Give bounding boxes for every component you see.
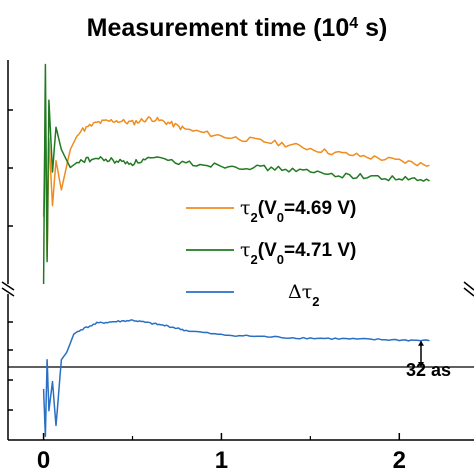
- series-layer: [42, 63, 430, 438]
- series-line-2: [42, 319, 430, 438]
- legend-label-1: τ2(V0=4.71 V): [240, 239, 356, 267]
- legend-label-0: τ2(V0=4.69 V): [240, 197, 356, 225]
- x-tick-label-0: 0: [37, 447, 50, 474]
- annotation-label: 32 as: [406, 360, 451, 380]
- series-line-0: [42, 115, 430, 258]
- annotation-arrowhead-up: [418, 340, 424, 346]
- x-tick-label-2: 2: [393, 447, 406, 474]
- axis-break-right-1: [463, 287, 474, 297]
- axes: 0 1 2 32 as: [1, 60, 474, 474]
- axis-break-right-0: [463, 281, 474, 291]
- chart-title: Measurement time (104 s): [87, 14, 388, 42]
- axis-break-left-1: [1, 287, 15, 297]
- legend: τ2(V0=4.69 V) τ2(V0=4.71 V) Δτ2: [186, 197, 356, 309]
- legend-label-2: Δτ2: [288, 281, 319, 309]
- axis-break-left-0: [1, 281, 15, 291]
- x-tick-label-1: 1: [215, 447, 228, 474]
- annotation-arrowhead-down: [418, 362, 424, 367]
- series-line-1: [42, 63, 430, 285]
